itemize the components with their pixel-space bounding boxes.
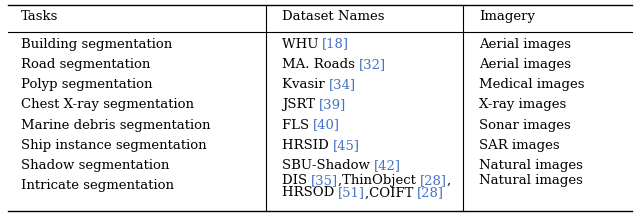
Text: MA. Roads: MA. Roads — [282, 58, 359, 71]
Text: [45]: [45] — [333, 139, 360, 152]
Text: JSRT: JSRT — [282, 98, 319, 111]
Text: Imagery: Imagery — [479, 10, 535, 23]
Text: FLS: FLS — [282, 119, 313, 132]
Text: Natural images: Natural images — [479, 174, 583, 187]
Text: ,ThinObject: ,ThinObject — [338, 174, 420, 187]
Text: X-ray images: X-ray images — [479, 98, 566, 111]
Text: [32]: [32] — [358, 58, 386, 71]
Text: [18]: [18] — [323, 38, 349, 51]
Text: Polyp segmentation: Polyp segmentation — [20, 78, 152, 91]
Text: Natural images: Natural images — [479, 159, 583, 172]
Text: HRSOD: HRSOD — [282, 186, 339, 199]
Text: SBU-Shadow: SBU-Shadow — [282, 159, 374, 172]
Text: Chest X-ray segmentation: Chest X-ray segmentation — [20, 98, 193, 111]
Text: HRSID: HRSID — [282, 139, 333, 152]
Text: [39]: [39] — [319, 98, 346, 111]
Text: Aerial images: Aerial images — [479, 58, 572, 71]
Text: Building segmentation: Building segmentation — [20, 38, 172, 51]
Text: SAR images: SAR images — [479, 139, 560, 152]
Text: Dataset Names: Dataset Names — [282, 10, 384, 23]
Text: [28]: [28] — [420, 174, 447, 187]
Text: Intricate segmentation: Intricate segmentation — [20, 179, 173, 192]
Text: [34]: [34] — [328, 78, 356, 91]
Text: DIS: DIS — [282, 174, 311, 187]
Text: Sonar images: Sonar images — [479, 119, 571, 132]
Text: [28]: [28] — [417, 186, 444, 199]
Text: WHU: WHU — [282, 38, 323, 51]
Text: Shadow segmentation: Shadow segmentation — [20, 159, 169, 172]
Text: Tasks: Tasks — [20, 10, 58, 23]
Text: Kvasir: Kvasir — [282, 78, 329, 91]
Text: [40]: [40] — [313, 119, 340, 132]
Text: Marine debris segmentation: Marine debris segmentation — [20, 119, 210, 132]
Text: Ship instance segmentation: Ship instance segmentation — [20, 139, 206, 152]
Text: [42]: [42] — [374, 159, 401, 172]
Text: Aerial images: Aerial images — [479, 38, 572, 51]
Text: ,COIFT: ,COIFT — [365, 186, 417, 199]
Text: [35]: [35] — [311, 174, 338, 187]
Text: Medical images: Medical images — [479, 78, 585, 91]
Text: Road segmentation: Road segmentation — [20, 58, 150, 71]
Text: ,: , — [447, 174, 451, 187]
Text: [51]: [51] — [338, 186, 365, 199]
